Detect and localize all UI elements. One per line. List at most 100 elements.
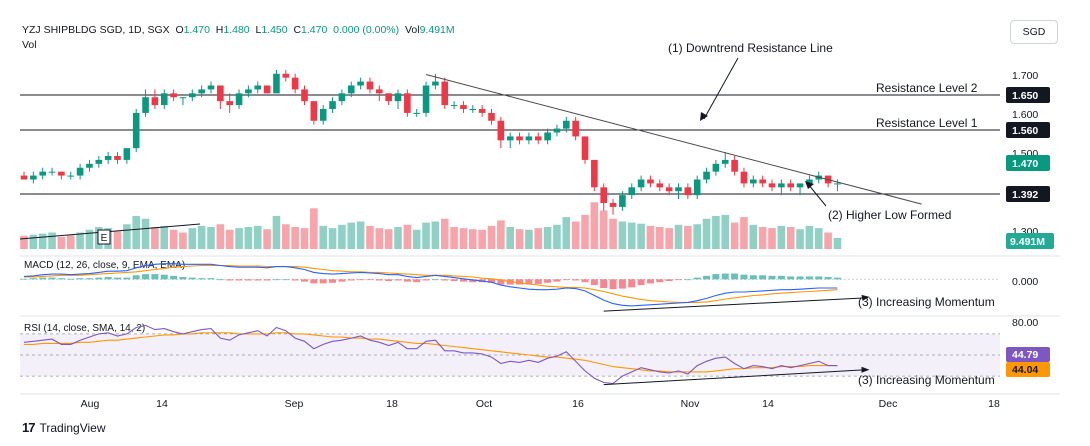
macd-histogram-bar	[179, 277, 187, 280]
volume-bar	[758, 227, 767, 249]
rsi-ma-line	[24, 332, 838, 373]
symbol-name: YZJ SHIPBLDG SGD, 1D, SGX	[22, 24, 170, 36]
open-label: O	[175, 24, 184, 36]
macd-histogram-bar	[29, 278, 37, 280]
tradingview-branding[interactable]: 17 TradingView	[22, 420, 106, 435]
candle-body	[693, 179, 701, 196]
macd-histogram-bar	[544, 279, 552, 283]
candle-body	[76, 167, 84, 176]
rsi-ma-text: 44.04	[1012, 364, 1038, 376]
volume-bar	[272, 216, 281, 249]
symbol-legend: YZJ SHIPBLDG SGD, 1D, SGX O1.470 H1.480 …	[22, 24, 455, 36]
candle-body	[329, 101, 336, 109]
macd-histogram-bar	[160, 274, 168, 280]
candle-body	[834, 183, 841, 185]
candle-body	[86, 163, 93, 168]
candle-body	[581, 136, 589, 160]
volume-bar	[179, 232, 187, 249]
macd-histogram-bar	[104, 277, 112, 280]
volume-bar	[506, 227, 514, 249]
currency-button[interactable]: SGD	[1010, 20, 1058, 44]
volume-bar	[721, 214, 730, 249]
volume-bar	[29, 234, 38, 249]
macd-trendline	[603, 297, 866, 312]
volume-bar	[581, 214, 589, 249]
volume-bar	[253, 225, 262, 249]
volume-bar	[478, 229, 486, 249]
macd-axis-label: 0.000	[1012, 276, 1038, 288]
macd-histogram-bar	[805, 276, 813, 280]
macd-histogram-bar	[562, 279, 570, 281]
volume-bar	[38, 233, 47, 249]
macd-histogram-bar	[95, 277, 103, 280]
volume-bar	[702, 218, 711, 249]
volume-bar	[534, 228, 543, 249]
macd-histogram-bar	[712, 274, 720, 280]
tradingview-logo-icon: 17	[22, 420, 36, 435]
candle-body	[189, 93, 196, 98]
volume-bar	[637, 223, 645, 249]
annotation-arrowhead	[700, 112, 708, 121]
candle-body	[413, 112, 420, 114]
volume-bar	[85, 229, 94, 249]
candle-body	[553, 128, 561, 133]
macd-histogram-bar	[740, 274, 748, 280]
candle-body	[656, 183, 664, 188]
macd-histogram-bar	[114, 277, 121, 280]
macd-histogram-bar	[431, 279, 439, 281]
candle-body	[338, 93, 346, 102]
macd-histogram-bar	[338, 279, 346, 282]
price-label-text: 1.560	[1012, 125, 1038, 137]
volume-bar	[609, 218, 617, 249]
price-label-text: 1.470	[1012, 158, 1038, 170]
macd-histogram-bar	[759, 275, 767, 280]
change-value: 0.000 (0.00%)	[333, 24, 400, 36]
candle-body	[310, 101, 318, 121]
volume-bar	[319, 225, 327, 249]
macd-histogram-bar	[815, 276, 823, 280]
annotation-arrow	[703, 57, 739, 120]
volume-bar	[188, 228, 197, 249]
volume-bar	[431, 221, 440, 249]
macd-histogram-bar	[301, 279, 308, 282]
volume-bar	[151, 227, 159, 249]
rsi-label: RSI (14, close, SMA, 14, 2)	[24, 323, 145, 334]
macd-histogram-bar	[85, 278, 93, 280]
macd-histogram-bar	[749, 275, 757, 280]
x-tick-label: Dec	[879, 398, 898, 410]
candle-body	[347, 85, 355, 94]
volume-bar	[216, 224, 225, 249]
candle-body	[591, 159, 598, 188]
candle-body	[301, 89, 308, 102]
macd-histogram-bar	[824, 277, 832, 280]
volume-bar	[646, 225, 655, 249]
macd-histogram-bar	[525, 279, 533, 285]
x-tick-label: 14	[762, 398, 774, 410]
candle-body	[226, 101, 233, 106]
candle-body	[572, 120, 579, 137]
candle-body	[58, 171, 65, 176]
volume-bar	[749, 224, 758, 249]
volume-bar	[459, 228, 468, 249]
candle-body	[432, 81, 439, 86]
candle-body	[721, 159, 729, 164]
rsi-band	[20, 333, 1000, 377]
x-tick-label: 16	[572, 398, 584, 410]
candle-body	[123, 148, 131, 160]
candle-body	[516, 136, 523, 141]
candle-body	[469, 109, 477, 110]
rsi-ma-box	[1006, 362, 1050, 377]
macd-histogram-bar	[198, 278, 206, 280]
macd-histogram-bar	[693, 277, 701, 280]
candle-body	[796, 183, 804, 188]
candle-body	[319, 109, 327, 121]
volume-label-box	[1006, 233, 1054, 249]
macd-histogram-bar	[254, 279, 262, 281]
candle-body	[151, 97, 159, 106]
high-label: H	[215, 24, 224, 36]
macd-histogram-bar	[39, 277, 47, 280]
price-label-box	[1006, 186, 1050, 202]
candle-body	[534, 136, 542, 141]
macd-histogram-bar	[123, 277, 131, 280]
